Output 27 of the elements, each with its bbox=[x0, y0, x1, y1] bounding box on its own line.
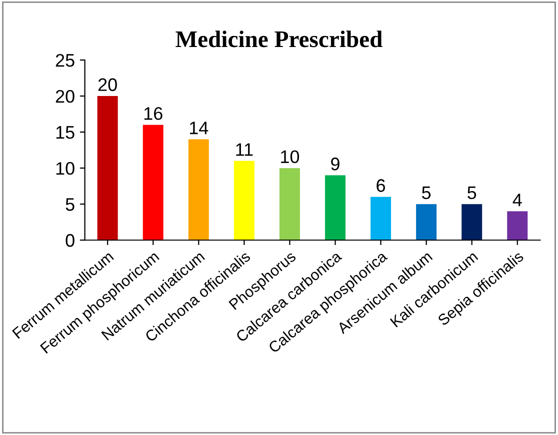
data-label: 14 bbox=[190, 122, 208, 134]
bar bbox=[188, 139, 209, 240]
data-label: 4 bbox=[512, 194, 522, 206]
data-label: 11 bbox=[236, 143, 253, 156]
data-label: 16 bbox=[144, 107, 162, 120]
data-label: 6 bbox=[376, 179, 386, 192]
chart-title: Medicine Prescribed bbox=[176, 30, 382, 48]
bar bbox=[507, 211, 528, 240]
bar bbox=[325, 175, 346, 240]
y-tick-label: 15 bbox=[56, 126, 74, 139]
y-tick-label: 5 bbox=[66, 198, 74, 211]
data-label: 9 bbox=[331, 158, 340, 170]
data-label: 20 bbox=[98, 78, 117, 92]
y-tick-label: 0 bbox=[66, 234, 74, 247]
bar bbox=[462, 204, 482, 240]
bar bbox=[416, 204, 437, 240]
bar bbox=[370, 196, 392, 240]
y-tick-label: 10 bbox=[56, 162, 74, 175]
data-label: 5 bbox=[468, 186, 476, 200]
data-label: 10 bbox=[281, 150, 300, 164]
y-tick-label: 25 bbox=[56, 54, 74, 67]
data-label: 5 bbox=[422, 186, 431, 200]
bar bbox=[234, 160, 254, 240]
y-tick-label: 20 bbox=[56, 90, 74, 103]
bar bbox=[142, 124, 164, 240]
bar bbox=[279, 168, 300, 240]
bar bbox=[97, 96, 118, 240]
